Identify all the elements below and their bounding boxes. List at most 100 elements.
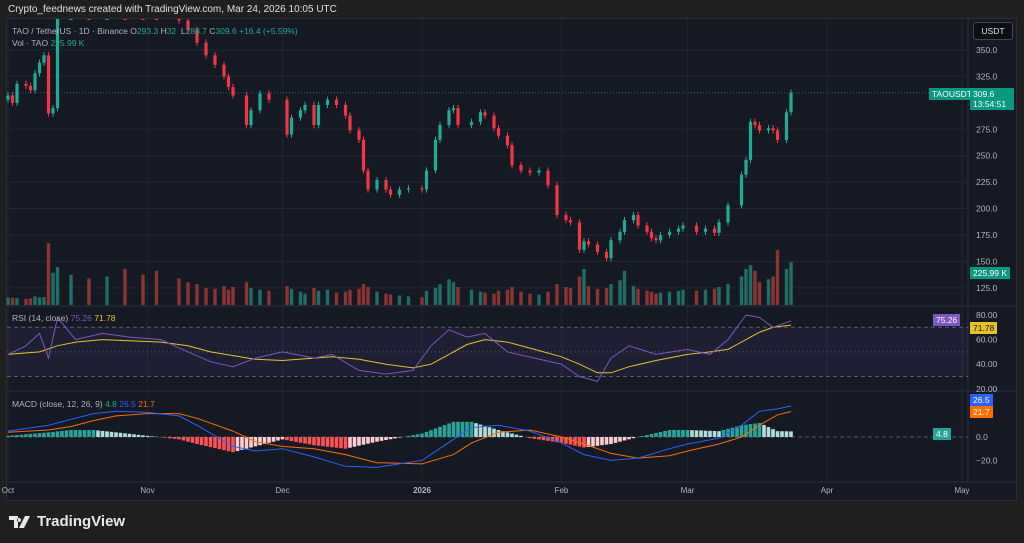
volume-bar xyxy=(33,296,37,305)
macd-tick-label: 0.0 xyxy=(976,432,988,442)
candle-body xyxy=(388,189,393,195)
macd-histogram-bar xyxy=(622,437,627,441)
macd-histogram-bar xyxy=(474,423,478,437)
macd-histogram-bar xyxy=(586,437,591,447)
chart-frame[interactable] xyxy=(6,18,1017,501)
macd-histogram-bar xyxy=(249,437,253,448)
volume-bar xyxy=(757,282,762,305)
rsi-line xyxy=(7,314,792,382)
price-tick-label: 350.0 xyxy=(976,45,998,55)
macd-histogram-bar xyxy=(492,428,496,437)
macd-value: 26.5 xyxy=(119,399,136,409)
candle-body xyxy=(757,125,762,131)
volume-bar xyxy=(577,276,582,305)
candle-body xyxy=(312,104,316,126)
macd-histogram-bar xyxy=(240,437,244,450)
macd-histogram-bar xyxy=(195,437,199,445)
high-value: 32 xyxy=(166,26,177,36)
candle-body xyxy=(604,251,609,259)
macd-histogram-bar xyxy=(114,432,118,437)
candle-body xyxy=(55,19,60,109)
volume-bar xyxy=(537,294,541,305)
candle-body xyxy=(10,95,15,103)
candle-body xyxy=(343,104,348,116)
macd-histogram-bar xyxy=(478,424,483,437)
macd-histogram-bar xyxy=(136,434,141,437)
price-tick-label: 150.0 xyxy=(976,256,998,266)
volume-bar xyxy=(726,284,730,305)
candle-body xyxy=(42,55,46,63)
hist-tag: 4.8 xyxy=(933,428,951,440)
rsi-ma-value: 71.78 xyxy=(94,313,116,323)
time-tick-label: Mar xyxy=(681,486,695,495)
candle-body xyxy=(456,108,460,126)
close-value: 309.6 xyxy=(215,26,237,36)
macd-histogram-bar xyxy=(465,421,469,437)
symbol-price-tag: TAOUSDT xyxy=(929,88,975,100)
price-tick-label: 250.0 xyxy=(976,151,998,161)
volume-bar xyxy=(366,286,370,305)
macd-histogram-bar xyxy=(789,431,793,437)
macd-histogram-bar xyxy=(708,430,712,437)
macd-histogram-bar xyxy=(384,437,388,441)
macd-histogram-bar xyxy=(712,430,717,437)
candle-body xyxy=(46,55,51,114)
macd-histogram-bar xyxy=(222,437,226,451)
volume-bar xyxy=(658,292,663,305)
macd-histogram-bar xyxy=(357,437,361,446)
volume-bar xyxy=(775,249,780,305)
macd-histogram-bar xyxy=(568,437,573,445)
volume-bar xyxy=(226,289,231,305)
time-tick-label: Feb xyxy=(555,486,569,495)
candle-body xyxy=(406,188,411,190)
last-price: 309.6 xyxy=(973,89,995,99)
macd-histogram-bar xyxy=(37,433,42,437)
candle-body xyxy=(667,231,672,235)
macd-histogram-bar xyxy=(703,430,708,437)
macd-histogram-bar xyxy=(24,434,28,437)
candle-body xyxy=(451,108,456,111)
macd-histogram-bar xyxy=(73,429,78,437)
volume-bar xyxy=(586,286,591,305)
volume-bar xyxy=(622,270,627,305)
volume-bar xyxy=(105,276,109,305)
candle-body xyxy=(447,110,451,126)
macd-histogram-bar xyxy=(649,433,654,437)
macd-histogram-bar xyxy=(163,437,168,438)
macd-histogram-bar xyxy=(321,437,325,447)
macd-histogram-bar xyxy=(307,437,312,445)
rsi-ma-tag: 71.78 xyxy=(970,322,998,334)
macd-histogram-bar xyxy=(330,437,334,448)
candle-body xyxy=(141,19,145,20)
candle-body xyxy=(577,222,582,250)
macd-histogram-bar xyxy=(150,436,154,437)
macd-histogram-bar xyxy=(168,437,172,439)
volume-bar xyxy=(213,288,217,305)
currency-button[interactable]: USDT xyxy=(973,22,1013,40)
candle-body xyxy=(492,115,496,129)
macd-signal-line xyxy=(7,411,792,465)
macd-histogram-bar xyxy=(667,429,672,437)
volume-bar xyxy=(456,286,460,305)
volume-bar xyxy=(433,287,438,305)
macd-histogram-bar xyxy=(663,430,667,437)
macd-histogram-bar xyxy=(487,427,492,437)
volume-bar xyxy=(42,297,46,305)
candle-body xyxy=(766,128,771,131)
candle-body xyxy=(564,214,568,221)
macd-histogram-bar xyxy=(609,437,613,445)
macd-histogram-bar xyxy=(672,429,676,437)
macd-histogram-bar xyxy=(15,435,19,437)
volume-bar xyxy=(753,270,757,305)
macd-histogram-bar xyxy=(505,432,510,437)
volume-bar xyxy=(546,291,550,305)
macd-histogram-bar xyxy=(433,428,438,437)
macd-histogram-bar xyxy=(595,437,600,446)
volume-bar xyxy=(744,268,748,305)
macd-histogram-bar xyxy=(451,421,456,437)
macd-histogram-bar xyxy=(645,434,649,437)
volume-bar xyxy=(564,286,568,305)
macd-histogram-bar xyxy=(177,437,181,440)
high-label: H xyxy=(160,26,167,36)
